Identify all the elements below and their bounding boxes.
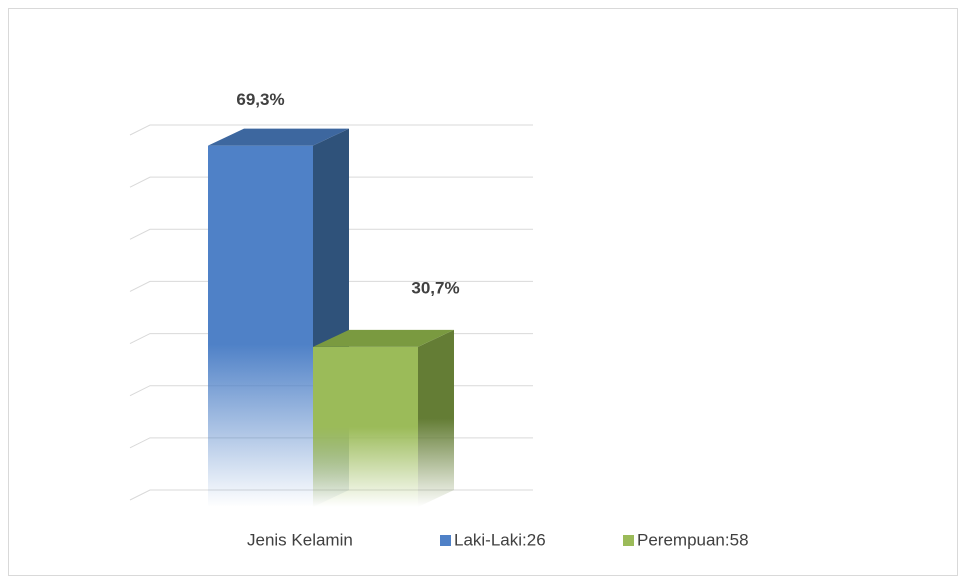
legend-swatch — [440, 535, 451, 546]
legend-swatch — [623, 535, 634, 546]
bar-front — [208, 145, 313, 507]
bar-side — [418, 329, 454, 507]
bar-top — [313, 329, 454, 347]
bar-front — [313, 346, 418, 507]
grid-line — [129, 124, 533, 136]
bar-top — [208, 128, 349, 146]
chart-frame — [8, 8, 958, 576]
legend-label: Laki-Laki:26 — [454, 530, 546, 549]
category-label: Jenis Kelamin — [247, 530, 353, 549]
grid-line — [129, 176, 533, 188]
grid-line — [129, 280, 533, 292]
data-label: 69,3% — [236, 90, 284, 109]
data-label: 30,7% — [411, 278, 459, 297]
grid-line — [129, 228, 533, 240]
legend-label: Perempuan:58 — [637, 530, 749, 549]
